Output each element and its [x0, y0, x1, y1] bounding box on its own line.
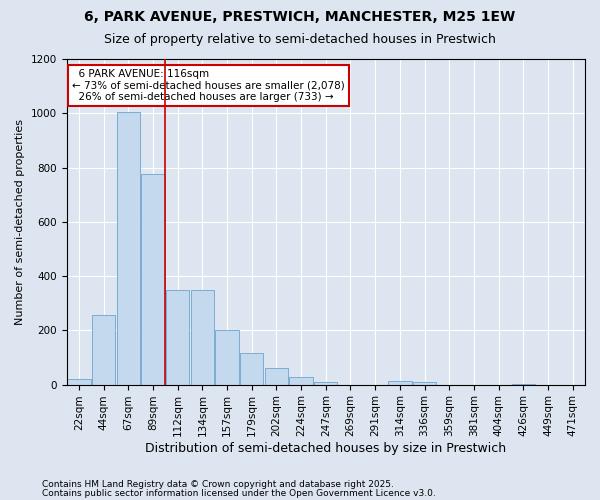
Bar: [116, 112, 140, 384]
Text: Contains public sector information licensed under the Open Government Licence v3: Contains public sector information licen…: [42, 488, 436, 498]
Text: 6, PARK AVENUE, PRESTWICH, MANCHESTER, M25 1EW: 6, PARK AVENUE, PRESTWICH, MANCHESTER, M…: [85, 10, 515, 24]
Bar: [265, 368, 288, 384]
Bar: [413, 382, 436, 384]
Bar: [191, 290, 214, 384]
X-axis label: Distribution of semi-detached houses by size in Prestwich: Distribution of semi-detached houses by …: [145, 442, 506, 455]
Bar: [67, 378, 91, 384]
Bar: [314, 382, 337, 384]
Bar: [166, 290, 190, 384]
Bar: [92, 314, 115, 384]
Y-axis label: Number of semi-detached properties: Number of semi-detached properties: [15, 119, 25, 325]
Bar: [388, 382, 412, 384]
Bar: [289, 378, 313, 384]
Text: 6 PARK AVENUE: 116sqm
← 73% of semi-detached houses are smaller (2,078)
  26% of: 6 PARK AVENUE: 116sqm ← 73% of semi-deta…: [72, 69, 344, 102]
Bar: [215, 330, 239, 384]
Bar: [240, 354, 263, 384]
Text: Size of property relative to semi-detached houses in Prestwich: Size of property relative to semi-detach…: [104, 32, 496, 46]
Text: Contains HM Land Registry data © Crown copyright and database right 2025.: Contains HM Land Registry data © Crown c…: [42, 480, 394, 489]
Bar: [141, 174, 164, 384]
